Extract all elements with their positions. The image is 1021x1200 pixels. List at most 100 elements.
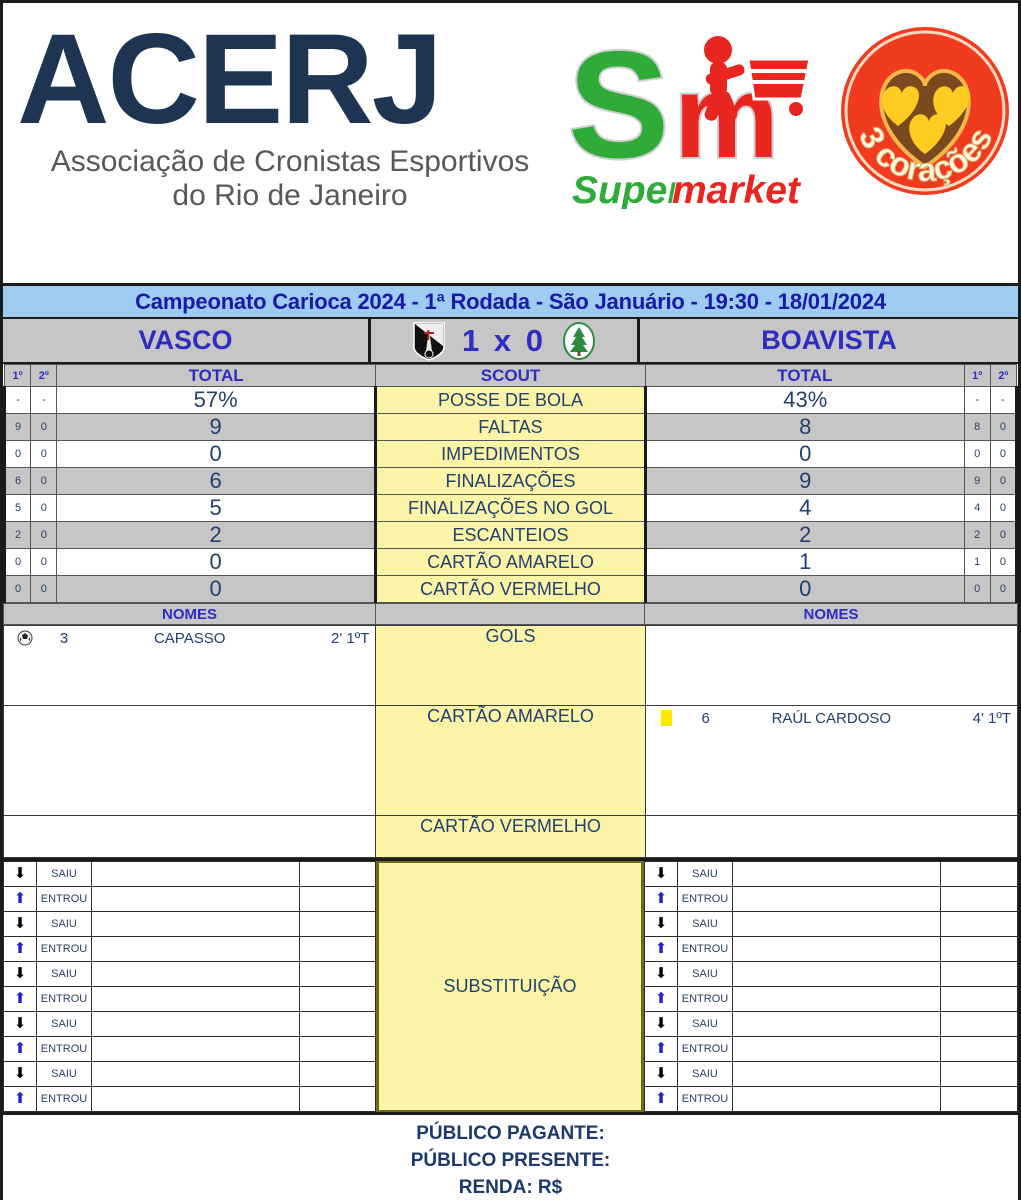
- home-substitution-row[interactable]: ⬆ ENTROU: [3, 1086, 376, 1112]
- substitution-extra-field[interactable]: [940, 886, 1018, 912]
- substitution-player-name[interactable]: [91, 936, 300, 962]
- substitution-direction-label: SAIU: [36, 1011, 92, 1037]
- substitution-player-name[interactable]: [91, 986, 300, 1012]
- away-substitution-row[interactable]: ⬆ ENTROU: [644, 1086, 1018, 1112]
- arrow-up-icon: ⬆: [644, 886, 678, 912]
- home-cartão-vermelho-cell: [2, 815, 377, 858]
- away-total-value: 2: [644, 521, 965, 549]
- substitution-player-name[interactable]: [732, 986, 941, 1012]
- substitution-player-name[interactable]: [91, 886, 300, 912]
- substitution-player-name[interactable]: [732, 1011, 941, 1037]
- substitution-extra-field[interactable]: [299, 911, 376, 937]
- substitution-extra-field[interactable]: [299, 986, 376, 1012]
- substitution-player-name[interactable]: [732, 936, 941, 962]
- event-section-label: CARTÃO VERMELHO: [375, 815, 646, 858]
- event-entry: 6 RAÚL CARDOSO 4' 1ºT: [646, 706, 1017, 730]
- home-substitution-row[interactable]: ⬇ SAIU: [3, 861, 376, 887]
- arrow-down-icon: ⬇: [644, 1061, 678, 1087]
- substitution-extra-field[interactable]: [940, 861, 1018, 887]
- substitution-extra-field[interactable]: [940, 961, 1018, 987]
- substitution-player-name[interactable]: [732, 861, 941, 887]
- away-substitution-row[interactable]: ⬆ ENTROU: [644, 1036, 1018, 1062]
- away-p1-value: 0: [963, 575, 991, 603]
- stats-row: 6 0 6 FINALIZAÇÕES 9 9 0: [2, 467, 1019, 495]
- home-substitution-row[interactable]: ⬆ ENTROU: [3, 986, 376, 1012]
- substitution-direction-label: ENTROU: [677, 886, 733, 912]
- away-total-value: 8: [644, 413, 965, 441]
- substitution-extra-field[interactable]: [299, 936, 376, 962]
- substitution-extra-field[interactable]: [299, 1086, 376, 1112]
- home-substitution-row[interactable]: ⬆ ENTROU: [3, 1036, 376, 1062]
- substitution-extra-field[interactable]: [299, 861, 376, 887]
- away-substitution-row[interactable]: ⬆ ENTROU: [644, 936, 1018, 962]
- substitution-direction-label: ENTROU: [677, 1086, 733, 1112]
- home-total-value: 0: [56, 440, 377, 468]
- substitution-extra-field[interactable]: [299, 961, 376, 987]
- substitution-player-name[interactable]: [91, 1011, 300, 1037]
- away-total-value: 9: [644, 467, 965, 495]
- substitution-player-name[interactable]: [91, 861, 300, 887]
- home-substitution-row[interactable]: ⬇ SAIU: [3, 961, 376, 987]
- substitution-extra-field[interactable]: [940, 1011, 1018, 1037]
- publico-presente-label: PÚBLICO PRESENTE:: [410, 1149, 611, 1171]
- substitution-player-name[interactable]: [732, 1061, 941, 1087]
- substitution-player-name[interactable]: [732, 886, 941, 912]
- substitution-player-name[interactable]: [91, 1036, 300, 1062]
- substitution-player-name[interactable]: [91, 911, 300, 937]
- event-time: 4' 1ºT: [972, 709, 1011, 727]
- event-entry: 3 CAPASSO 2' 1ºT: [4, 626, 375, 650]
- substitution-player-name[interactable]: [732, 1086, 941, 1112]
- substitution-extra-field[interactable]: [299, 1036, 376, 1062]
- substitution-extra-field[interactable]: [940, 911, 1018, 937]
- home-gols-cell: 3 CAPASSO 2' 1ºT: [2, 625, 377, 706]
- substitution-extra-field[interactable]: [940, 986, 1018, 1012]
- substitution-extra-field[interactable]: [940, 936, 1018, 962]
- substitution-player-name[interactable]: [732, 911, 941, 937]
- home-substitution-row[interactable]: ⬇ SAIU: [3, 1011, 376, 1037]
- away-substitution-row[interactable]: ⬇ SAIU: [644, 961, 1018, 987]
- home-substitution-row[interactable]: ⬆ ENTROU: [3, 886, 376, 912]
- home-total-value: 5: [56, 494, 377, 522]
- substitution-extra-field[interactable]: [940, 1061, 1018, 1087]
- substitution-extra-field[interactable]: [299, 1011, 376, 1037]
- substitution-player-name[interactable]: [732, 1036, 941, 1062]
- away-nomes-label: NOMES: [644, 603, 1018, 625]
- away-substitution-row[interactable]: ⬆ ENTROU: [644, 886, 1018, 912]
- scout-label: CARTÃO AMARELO: [374, 548, 647, 576]
- away-total-header: TOTAL: [645, 364, 965, 387]
- away-substitution-row[interactable]: ⬇ SAIU: [644, 861, 1018, 887]
- away-substitution-row[interactable]: ⬆ ENTROU: [644, 986, 1018, 1012]
- substitution-direction-label: ENTROU: [36, 936, 92, 962]
- home-substitutions-table: ⬇ SAIU ⬆ ENTROU ⬇ SAIU ⬆ ENTROU ⬇ SAIU ⬆ ENTROU ⬇ SAI…: [3, 861, 376, 1112]
- acerj-subtitle-line2: do Rio de Janeiro: [172, 178, 408, 212]
- substitution-player-name[interactable]: [91, 1086, 300, 1112]
- substitution-extra-field[interactable]: [940, 1036, 1018, 1062]
- away-substitution-row[interactable]: ⬇ SAIU: [644, 1011, 1018, 1037]
- scoreboard: VASCO 1 x 0 BOAVISTA: [3, 319, 1018, 364]
- home-substitution-row[interactable]: ⬇ SAIU: [3, 1061, 376, 1087]
- away-substitution-row[interactable]: ⬇ SAIU: [644, 911, 1018, 937]
- publico-pagante-label: PÚBLICO PAGANTE:: [416, 1123, 605, 1144]
- stats-row: 0 0 0 CARTÃO AMARELO 1 1 0: [2, 548, 1019, 576]
- substitution-extra-field[interactable]: [940, 1086, 1018, 1112]
- away-cartão-vermelho-cell: [644, 815, 1019, 858]
- away-substitution-row[interactable]: ⬇ SAIU: [644, 1061, 1018, 1087]
- arrow-down-icon: ⬇: [3, 861, 37, 887]
- home-substitution-row[interactable]: ⬇ SAIU: [3, 911, 376, 937]
- substitution-extra-field[interactable]: [299, 1061, 376, 1087]
- scout-label: FINALIZAÇÕES NO GOL: [374, 494, 647, 522]
- home-p1-value: 5: [2, 494, 32, 522]
- substitution-player-name[interactable]: [732, 961, 941, 987]
- arrow-up-icon: ⬆: [644, 1036, 678, 1062]
- attendance-footer: PÚBLICO PAGANTE: PÚBLICO PRESENTE: RENDA…: [3, 1112, 1018, 1200]
- stats-row: 0 0 0 CARTÃO VERMELHO 0 0 0: [2, 575, 1019, 603]
- home-substitution-row[interactable]: ⬆ ENTROU: [3, 936, 376, 962]
- away-p1-value: 2: [963, 521, 991, 549]
- match-title-bar: Campeonato Carioca 2024 - 1ª Rodada - Sã…: [3, 286, 1018, 319]
- substitution-extra-field[interactable]: [299, 886, 376, 912]
- arrow-down-icon: ⬇: [644, 861, 678, 887]
- substitution-player-name[interactable]: [91, 961, 300, 987]
- home-p2-value: 0: [30, 575, 58, 603]
- substitution-player-name[interactable]: [91, 1061, 300, 1087]
